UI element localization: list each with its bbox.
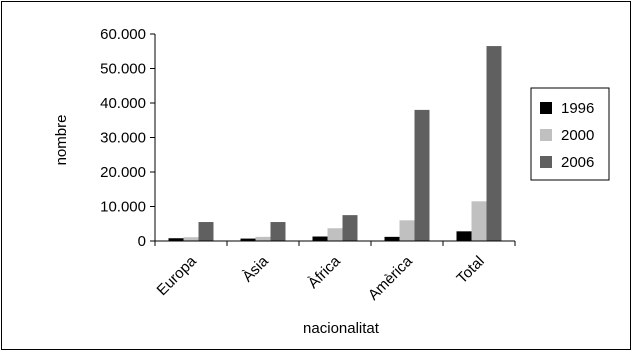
bar-2006 xyxy=(342,215,358,241)
legend-swatch-2006 xyxy=(540,156,552,168)
y-tick-label: 20.000 xyxy=(100,164,146,181)
legend-items: 1996 2000 2006 xyxy=(540,100,594,171)
x-tick-label: Europa xyxy=(154,252,201,299)
bar-2000 xyxy=(471,201,487,241)
legend-swatch-2000 xyxy=(540,129,552,141)
x-tick-label: Àfrica xyxy=(305,252,345,292)
bar-1996 xyxy=(384,236,400,241)
y-tick-label: 0 xyxy=(138,233,146,250)
legend: 1996 2000 2006 xyxy=(530,87,610,181)
legend-swatch-1996 xyxy=(540,102,552,114)
bar-1996 xyxy=(456,231,472,241)
x-axis-ticks: Europa Àsia Àfrica Amèrica Total xyxy=(154,241,516,304)
x-tick-label: Amèrica xyxy=(365,252,416,303)
x-tick-label: Total xyxy=(453,253,487,287)
y-tick-label: 30.000 xyxy=(100,130,146,147)
y-axis-ticks: 0 10.000 20.000 30.000 40.000 50.000 60.000 xyxy=(100,26,155,250)
bar-1996 xyxy=(312,236,328,241)
y-tick-label: 40.000 xyxy=(100,95,146,112)
bar-1996 xyxy=(240,238,256,241)
bar-2000 xyxy=(399,220,415,241)
bar-2006 xyxy=(486,46,502,242)
bar-2000 xyxy=(327,228,343,241)
y-tick-label: 10.000 xyxy=(100,199,146,216)
legend-label-2006: 2006 xyxy=(561,154,594,171)
bar-2000 xyxy=(183,237,199,241)
bars xyxy=(168,46,502,242)
bar-2006 xyxy=(198,222,214,241)
bar-2006 xyxy=(270,222,286,241)
legend-label-2000: 2000 xyxy=(561,127,594,144)
x-axis-title: nacionalitat xyxy=(303,320,380,337)
bar-2006 xyxy=(414,109,430,242)
y-axis-title: nombre xyxy=(53,115,70,166)
x-tick-label: Àsia xyxy=(239,252,272,285)
y-tick-label: 50.000 xyxy=(100,61,146,78)
bar-1996 xyxy=(168,238,184,241)
bar-2000 xyxy=(255,236,271,241)
legend-label-1996: 1996 xyxy=(561,100,594,117)
y-tick-label: 60.000 xyxy=(100,26,146,43)
